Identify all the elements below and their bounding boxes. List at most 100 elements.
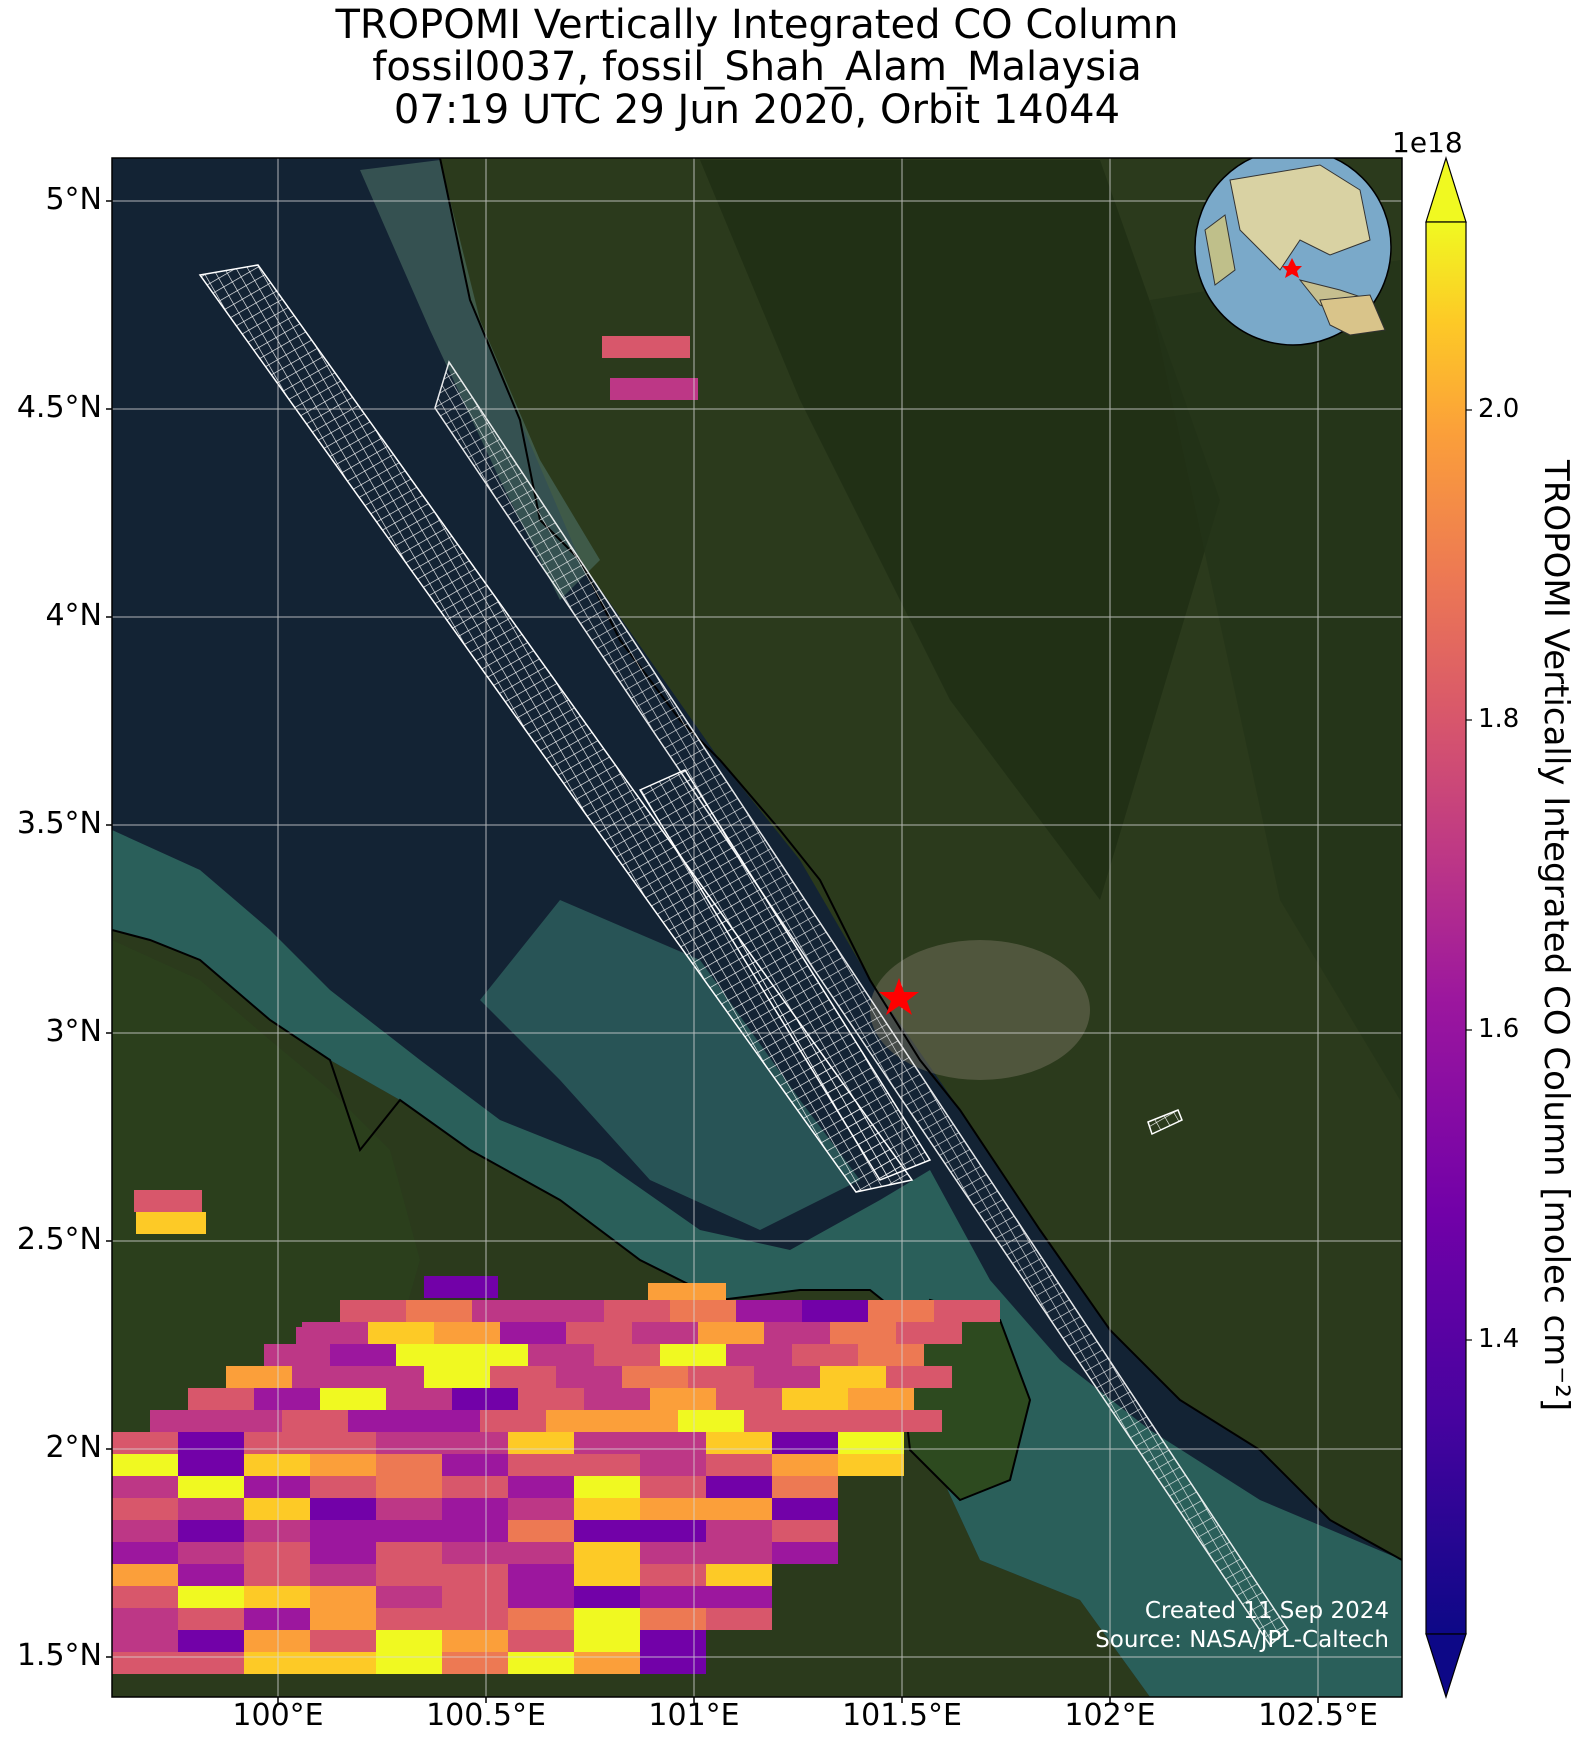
co-pixel xyxy=(178,1586,244,1608)
co-pixel xyxy=(838,1432,904,1454)
co-pixel xyxy=(566,1322,632,1344)
co-pixel xyxy=(112,1520,178,1542)
co-pixel xyxy=(574,1608,640,1630)
co-pixel xyxy=(574,1498,640,1520)
co-pixel xyxy=(744,1410,810,1432)
co-pixel xyxy=(442,1432,508,1454)
co-pixel xyxy=(640,1498,706,1520)
co-pixel xyxy=(660,1344,726,1366)
colorbar-tick-label: 1.6 xyxy=(1478,1014,1520,1044)
co-pixel xyxy=(640,1476,706,1498)
co-pixel xyxy=(858,1344,924,1366)
co-pixel xyxy=(528,1344,594,1366)
co-pixel xyxy=(244,1476,310,1498)
globe-marker-icon xyxy=(1282,258,1302,278)
co-pixel xyxy=(178,1564,244,1586)
co-pixel xyxy=(508,1542,574,1564)
co-pixel xyxy=(670,1300,736,1322)
co-pixel xyxy=(442,1498,508,1520)
co-pixel xyxy=(772,1432,838,1454)
lat-tick-label: 5°N xyxy=(45,182,102,217)
co-pixel xyxy=(508,1520,574,1542)
co-pixel xyxy=(368,1322,434,1344)
co-pixel xyxy=(442,1652,508,1674)
globe-inset xyxy=(1194,158,1392,346)
title-line-3: 07:19 UTC 29 Jun 2020, Orbit 14044 xyxy=(393,87,1121,133)
co-pixel xyxy=(508,1432,574,1454)
co-pixel xyxy=(792,1344,858,1366)
co-pixel xyxy=(830,1322,896,1344)
co-pixel xyxy=(254,1388,320,1410)
colorbar xyxy=(1425,155,1472,1699)
co-pixel xyxy=(282,1410,348,1432)
co-pixel xyxy=(610,378,698,400)
co-pixel xyxy=(574,1542,640,1564)
axis-ticks xyxy=(106,200,1319,1703)
co-pixel xyxy=(574,1454,640,1476)
co-pixel xyxy=(810,1410,876,1432)
co-pixel xyxy=(934,1300,1000,1322)
lat-tick-label: 3°N xyxy=(45,1014,102,1049)
lon-tick-label: 102°E xyxy=(1064,1698,1156,1733)
co-pixel xyxy=(178,1454,244,1476)
co-pixel xyxy=(508,1608,574,1630)
highland-area-east xyxy=(1150,260,1400,1100)
lat-tick-label: 4.5°N xyxy=(16,390,102,425)
co-pixel xyxy=(782,1388,848,1410)
co-pixel xyxy=(310,1454,376,1476)
co-pixel xyxy=(244,1454,310,1476)
co-pixel xyxy=(310,1432,376,1454)
lon-tick-label: 100.5°E xyxy=(426,1698,546,1733)
co-pixel xyxy=(386,1388,452,1410)
co-pixel xyxy=(376,1652,442,1674)
co-pixel xyxy=(480,1410,546,1432)
co-pixel xyxy=(490,1366,556,1388)
co-pixel xyxy=(302,1322,368,1344)
co-pixel xyxy=(310,1564,376,1586)
co-pixel xyxy=(706,1520,772,1542)
swath-grid-west xyxy=(198,264,914,1193)
lat-tick-label: 4°N xyxy=(45,598,102,633)
co-pixel xyxy=(556,1366,622,1388)
co-pixel xyxy=(508,1476,574,1498)
co-pixel xyxy=(244,1520,310,1542)
co-pixel xyxy=(640,1586,706,1608)
lat-tick-label: 1.5°N xyxy=(16,1638,102,1673)
co-pixel xyxy=(508,1652,574,1674)
co-pixel xyxy=(320,1388,386,1410)
co-pixel xyxy=(802,1300,868,1322)
co-pixel xyxy=(640,1520,706,1542)
co-pixel xyxy=(226,1366,292,1388)
co-pixel xyxy=(406,1300,472,1322)
colorbar-tick-label: 1.4 xyxy=(1478,1324,1520,1354)
co-pixel xyxy=(706,1432,772,1454)
co-pixel xyxy=(424,1276,498,1298)
co-pixel xyxy=(376,1476,442,1498)
co-pixel xyxy=(244,1652,310,1674)
co-pixel xyxy=(772,1454,838,1476)
co-pixel xyxy=(348,1410,414,1432)
co-pixel xyxy=(640,1564,706,1586)
site-star-icon xyxy=(879,978,919,1015)
co-pixel xyxy=(574,1476,640,1498)
co-pixel xyxy=(868,1300,934,1322)
co-pixel xyxy=(876,1410,942,1432)
co-pixel xyxy=(178,1630,244,1652)
co-pixel xyxy=(716,1388,782,1410)
co-pixel xyxy=(264,1344,330,1366)
co-pixel xyxy=(706,1608,772,1630)
co-pixel xyxy=(244,1432,310,1454)
co-pixel xyxy=(178,1498,244,1520)
co-pixel xyxy=(414,1410,480,1432)
co-pixel xyxy=(330,1344,396,1366)
co-pixel xyxy=(820,1366,886,1388)
co-pixel xyxy=(546,1410,612,1432)
co-pixel xyxy=(244,1630,310,1652)
colorbar-exponent: 1e18 xyxy=(1392,126,1463,159)
co-pixel xyxy=(640,1652,706,1674)
co-pixel xyxy=(244,1498,310,1520)
co-pixel xyxy=(508,1454,574,1476)
co-pixel xyxy=(508,1564,574,1586)
co-pixel xyxy=(310,1630,376,1652)
